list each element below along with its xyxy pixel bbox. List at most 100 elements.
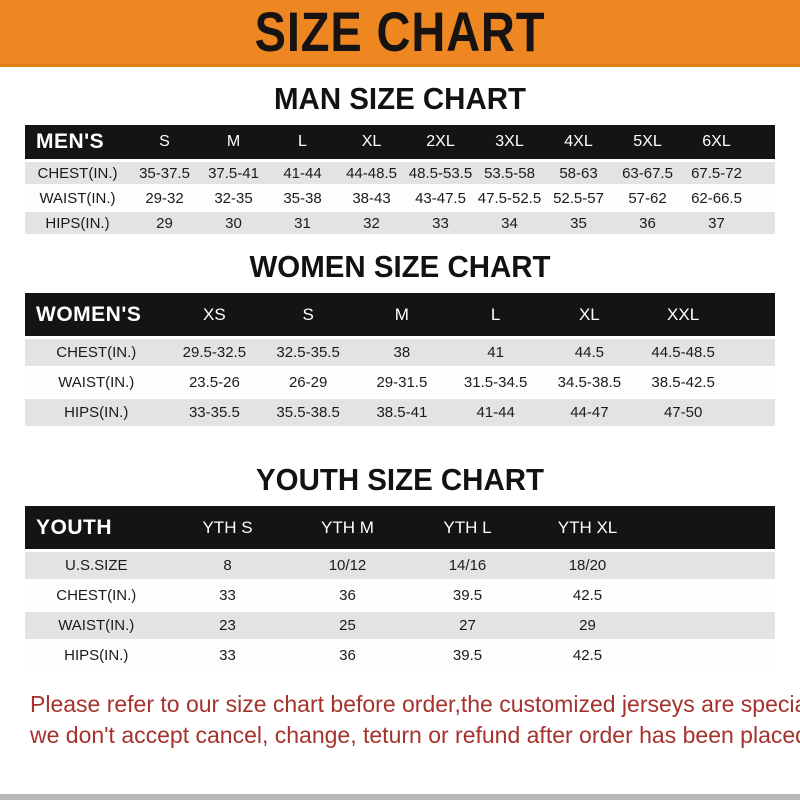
size-value: 57-62: [628, 189, 667, 207]
size-value: 44-48.5: [346, 164, 397, 182]
size-value: 38.5-41: [376, 404, 428, 421]
size-value: 27: [459, 617, 476, 634]
disclaimer-note: Please refer to our size chart before or…: [30, 689, 800, 751]
size-column-header: XS: [203, 304, 226, 324]
size-value: 44.5: [574, 344, 604, 361]
size-value: 33-35.5: [188, 404, 240, 421]
filler-cell: [730, 293, 775, 336]
size-column-header: L: [490, 304, 501, 324]
size-value: 26-29: [288, 374, 328, 391]
size-value: 23: [219, 617, 236, 634]
size-column-header: YTH XL: [557, 517, 618, 537]
size-value: 33: [432, 214, 449, 232]
size-value: 29-31.5: [376, 374, 428, 391]
row-label: HIPS(IN.): [64, 404, 129, 421]
size-column-header: 3XL: [495, 133, 524, 150]
size-column-header: 4XL: [564, 133, 593, 150]
size-value: 10/12: [328, 557, 367, 574]
size-value: 52.5-57: [553, 189, 604, 207]
youth-chart-heading: YOUTH SIZE CHART: [256, 462, 544, 497]
size-column-header: L: [298, 133, 307, 150]
size-value: 35-37.5: [139, 164, 190, 182]
size-value: 39.5: [452, 647, 483, 664]
size-column-header: 5XL: [633, 133, 662, 150]
filler-cell: [751, 212, 775, 234]
size-value: 31: [294, 214, 311, 232]
filler-cell: [648, 642, 776, 669]
size-value: 42.5: [572, 647, 603, 664]
youth-table-body: U.S.SIZE 8 10/12 14/16 18/20 CHEST(IN.) 33 36 39…: [25, 552, 775, 669]
filler-cell: [648, 506, 776, 549]
size-value: 47.5-52.5: [477, 189, 542, 207]
measurement-row: CHEST(IN.) 35-37.5 37.5-41 41-44 44-48.5 48.5…: [25, 162, 775, 184]
row-label: WAIST(IN.): [39, 189, 116, 207]
size-column-header: YTH L: [443, 517, 492, 537]
row-label: WAIST(IN.): [58, 374, 135, 391]
filler-cell: [730, 369, 775, 396]
measurement-row: WAIST(IN.) 29-32 32-35 35-38 38-43 43-47.5 47.…: [25, 187, 775, 209]
size-value: 29: [156, 214, 173, 232]
size-value: 53.5-58: [484, 164, 535, 182]
size-value: 36: [639, 214, 656, 232]
size-value: 37: [708, 214, 725, 232]
womens-chart-heading: WOMEN SIZE CHART: [249, 249, 551, 284]
size-header-row: WOMEN'S XS S M L XL XXL: [25, 293, 775, 336]
size-column-header: M: [226, 133, 241, 150]
measurement-row: WAIST(IN.) 23 25 27 29: [25, 612, 775, 639]
size-value: 35: [570, 214, 587, 232]
size-header-row: MEN'S S M L XL 2XL 3XL 4XL 5XL 6XL: [25, 125, 775, 159]
row-label: CHEST(IN.): [37, 164, 118, 182]
youth-size-chart-section: YOUTH SIZE CHART YOUTH YTH S YTH M YTH L YTH…: [0, 463, 800, 672]
row-label: CHEST(IN.): [56, 344, 137, 361]
page-title: SIZE CHART: [254, 0, 546, 63]
size-value: 36: [339, 647, 356, 664]
filler-cell: [648, 582, 776, 609]
measurement-row: U.S.SIZE 8 10/12 14/16 18/20: [25, 552, 775, 579]
row-label: U.S.SIZE: [64, 557, 128, 574]
size-column-header: XXL: [667, 304, 700, 324]
size-value: 18/20: [568, 557, 607, 574]
size-column-header: 6XL: [702, 133, 731, 150]
filler-cell: [751, 125, 775, 159]
measurement-row: HIPS(IN.) 33 36 39.5 42.5: [25, 642, 775, 669]
row-label: WAIST(IN.): [58, 617, 135, 634]
size-value: 29-32: [145, 189, 184, 207]
filler-cell: [648, 612, 776, 639]
size-value: 44.5-48.5: [651, 344, 715, 361]
size-value: 35-38: [283, 189, 322, 207]
size-value: 32-35: [214, 189, 253, 207]
size-value: 32.5-35.5: [276, 344, 340, 361]
measurement-row: HIPS(IN.) 29 30 31 32 33 34 35 36 37: [25, 212, 775, 234]
bottom-edge-strip: [0, 794, 800, 800]
size-value: 34.5-38.5: [557, 374, 622, 391]
womens-table-body: CHEST(IN.) 29.5-32.5 32.5-35.5 38 41 44.5 44.5…: [25, 339, 775, 426]
size-value: 38.5-42.5: [651, 374, 715, 391]
filler-cell: [751, 187, 775, 209]
size-value: 39.5: [452, 587, 483, 604]
size-value: 36: [339, 587, 356, 604]
table-corner-label: WOMEN'S: [36, 302, 142, 326]
mens-table-header: MEN'S S M L XL 2XL 3XL 4XL 5XL 6XL: [25, 125, 775, 159]
mens-chart-heading: MAN SIZE CHART: [274, 81, 526, 116]
size-value: 58-63: [559, 164, 598, 182]
disclaimer-line-2: we don't accept cancel, change, teturn o…: [30, 722, 800, 748]
filler-cell: [751, 162, 775, 184]
filler-cell: [730, 399, 775, 426]
size-value: 41: [487, 344, 504, 361]
size-value: 62-66.5: [691, 189, 742, 207]
size-value: 23.5-26: [188, 374, 240, 391]
size-column-header: 2XL: [426, 133, 455, 150]
size-header-row: YOUTH YTH S YTH M YTH L YTH XL: [25, 506, 775, 549]
row-label: CHEST(IN.): [56, 587, 137, 604]
youth-size-table: YOUTH YTH S YTH M YTH L YTH XL U.S.SIZE 8 10/1…: [25, 503, 775, 672]
womens-size-chart-section: WOMEN SIZE CHART WOMEN'S XS S M L XL XXL CHEST…: [0, 250, 800, 429]
size-column-header: XL: [578, 304, 600, 324]
size-value: 41-44: [283, 164, 322, 182]
size-value: 30: [225, 214, 242, 232]
size-value: 33: [219, 587, 236, 604]
size-value: 48.5-53.5: [408, 164, 473, 182]
size-value: 34: [501, 214, 518, 232]
size-column-header: S: [159, 133, 170, 150]
size-value: 14/16: [448, 557, 487, 574]
banner: SIZE CHART: [0, 0, 800, 67]
